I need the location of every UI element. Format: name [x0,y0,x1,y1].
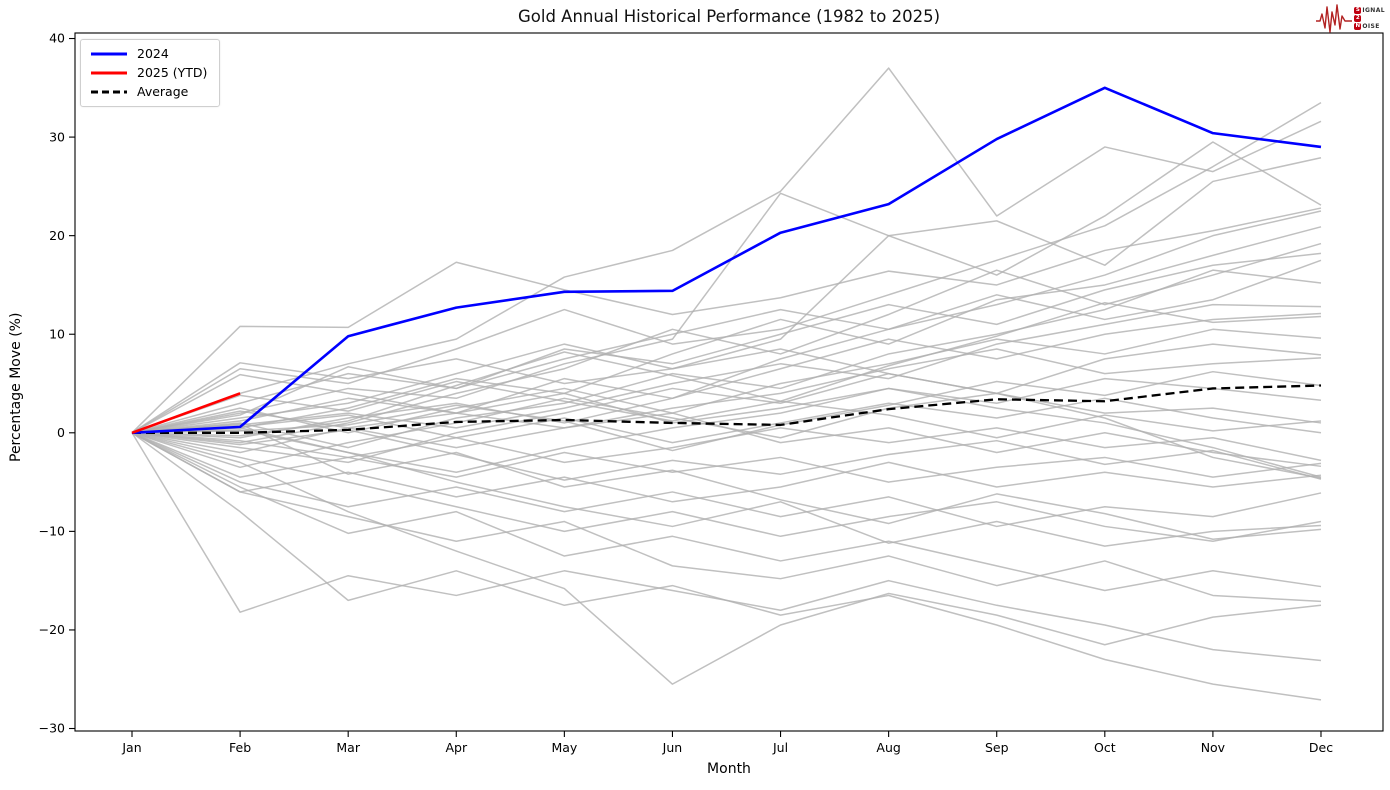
historical-year-line [131,210,1322,434]
logo-line-noise: N OISE [1354,22,1385,30]
historical-year-line [131,373,1322,478]
legend-label: 2025 (YTD) [137,65,208,80]
series-line-2024 [131,86,1322,435]
historical-year-line [131,67,1322,434]
legend-line-sample [91,90,127,94]
historical-year-line [131,432,1322,542]
brand-logo: S IGNAL 2 N OISE [1316,2,1385,34]
x-tick-label: May [551,740,577,755]
historical-year-line [131,432,1322,685]
historical-year-line [131,226,1322,434]
y-axis-title: Percentage Move (%) [8,312,24,462]
axes-frame [74,32,1384,732]
historical-year-line [131,207,1322,434]
logo-word-oise: OISE [1362,22,1380,30]
logo-word-ignal: IGNAL [1362,6,1385,14]
historical-year-line [131,303,1322,434]
legend-line-sample [91,52,127,56]
x-tick-label: Jul [772,740,788,755]
historical-year-line [131,252,1322,434]
logo-digit-2: 2 [1354,14,1362,22]
historical-year-line [131,429,1322,481]
historical-year-line [131,242,1322,444]
historical-year-line [131,432,1322,483]
y-tick-label: 30 [49,129,65,144]
x-tick-label: Dec [1309,740,1333,755]
x-tick-label: Sep [985,740,1009,755]
historical-year-line [131,432,1322,503]
y-tick-label: −30 [39,721,65,736]
historical-year-line [131,410,1322,468]
logo-text: S IGNAL 2 N OISE [1354,6,1385,30]
x-tick-label: Jun [662,740,683,755]
historical-year-line [131,370,1322,452]
y-tick-label: 40 [49,31,65,46]
x-tick-label: Nov [1201,740,1226,755]
historical-year-line [131,269,1322,449]
y-tick-label: −10 [39,524,65,539]
historical-year-line [131,141,1322,434]
x-tick-label: Jan [121,740,141,755]
historical-year-line [131,427,1322,547]
logo-line-two: 2 [1354,14,1385,22]
historical-year-line [131,157,1322,434]
series-line-2025-ytd- [131,392,241,435]
historical-year-line [131,348,1322,479]
historical-year-line [131,343,1322,464]
legend-line-sample [91,71,127,75]
legend-label: Average [137,84,189,99]
historical-year-line [131,312,1322,439]
waveform-icon [1316,4,1353,33]
historical-year-line [131,432,1322,701]
historical-year-line [131,423,1322,541]
legend-item-average: Average [91,85,207,99]
y-tick-label: 0 [57,425,65,440]
legend-item-2025-ytd-: 2025 (YTD) [91,66,207,80]
historical-year-line [131,301,1322,437]
logo-line-signal: S IGNAL [1354,6,1385,14]
y-tick-label: 20 [49,228,65,243]
x-axis-title: Month [707,761,751,777]
legend: 2024 2025 (YTD) Average [80,39,221,107]
x-tick-label: Feb [229,740,251,755]
historical-year-line [131,348,1322,434]
series-line-average [132,384,1322,434]
logo-letter-s: S [1354,6,1362,14]
legend-label: 2024 [137,46,169,61]
historical-year-line [131,397,1322,444]
historical-year-line [131,328,1322,434]
y-tick-label: −20 [39,622,65,637]
x-tick-label: Mar [336,740,360,755]
logo-letter-n: N [1354,22,1362,30]
x-tick-label: Aug [876,740,900,755]
historical-year-line [131,432,1322,603]
legend-item-2024: 2024 [91,47,207,61]
historical-year-line [131,380,1322,439]
historical-year-line [131,432,1322,592]
y-tick-label: 10 [49,326,65,341]
chart-title: Gold Annual Historical Performance (1982… [517,7,941,26]
x-tick-label: Apr [445,740,467,755]
x-tick-label: Oct [1094,740,1116,755]
